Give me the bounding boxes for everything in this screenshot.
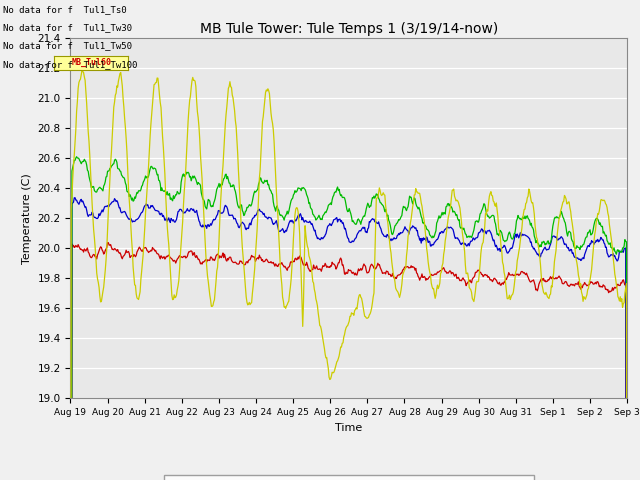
Text: No data for f  Tul1_Tw30: No data for f Tul1_Tw30 (3, 23, 132, 32)
Text: MB_Tul60: MB_Tul60 (71, 59, 111, 67)
Title: MB Tule Tower: Tule Temps 1 (3/19/14-now): MB Tule Tower: Tule Temps 1 (3/19/14-now… (200, 22, 498, 36)
Y-axis label: Temperature (C): Temperature (C) (22, 173, 32, 264)
Legend: Tul1_Ts-32, Tul1_Ts-16, Tul1_Ts-8, Tul1_Tw+10: Tul1_Ts-32, Tul1_Ts-16, Tul1_Ts-8, Tul1_… (164, 475, 534, 480)
X-axis label: Time: Time (335, 423, 362, 432)
Text: No data for f  Tul1_Tw100: No data for f Tul1_Tw100 (3, 60, 138, 69)
Text: No data for f  Tul1_Ts0: No data for f Tul1_Ts0 (3, 5, 127, 14)
Text: No data for f  Tul1_Tw50: No data for f Tul1_Tw50 (3, 41, 132, 50)
